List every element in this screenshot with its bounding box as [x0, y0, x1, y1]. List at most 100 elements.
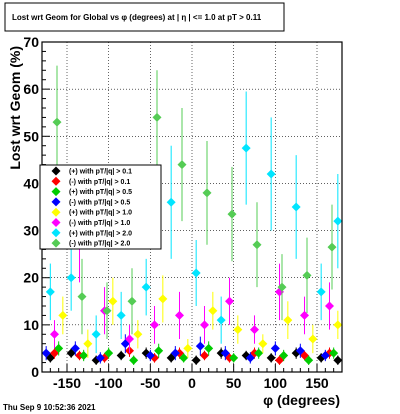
data-point — [220, 348, 230, 358]
timestamp-label: Thu Sep 9 10:52:36 2021 — [3, 403, 96, 412]
data-point — [77, 292, 87, 302]
data-point — [200, 320, 209, 330]
data-point — [102, 306, 112, 316]
data-point — [116, 310, 126, 320]
data-point — [241, 143, 251, 153]
data-point — [270, 343, 280, 353]
x-tick-label: -50 — [140, 375, 160, 391]
data-point — [327, 242, 337, 252]
legend-marker — [51, 187, 61, 197]
data-point — [183, 343, 193, 353]
data-point — [216, 315, 226, 325]
series-6 — [45, 91, 343, 354]
data-point — [125, 334, 134, 344]
data-point — [266, 353, 276, 363]
legend-label: (-) with pT/|q| > 0.5 — [69, 199, 130, 206]
x-tick-label: -100 — [95, 375, 123, 391]
data-point — [225, 296, 234, 306]
legend-label: (-) with pT/|q| > 1.0 — [69, 220, 130, 227]
legend-label: (+) with pT/|q| > 0.5 — [69, 189, 132, 196]
y-axis-title: Lost wrt Geom (%) — [7, 46, 23, 170]
data-point — [291, 202, 301, 212]
data-point — [166, 197, 176, 207]
data-point — [266, 169, 276, 179]
legend-label: (-) with pT/|q| > 2.0 — [69, 241, 130, 248]
legend-label: (+) with pT/|q| > 0.1 — [69, 169, 132, 176]
data-point — [320, 351, 330, 360]
data-point — [204, 343, 214, 353]
data-point — [295, 346, 305, 356]
data-point — [200, 351, 209, 360]
data-point — [129, 355, 139, 365]
data-point — [333, 320, 343, 330]
data-point — [316, 287, 326, 297]
series-2 — [54, 341, 339, 365]
legend-marker — [51, 207, 61, 217]
data-point — [145, 351, 155, 360]
data-point — [154, 346, 164, 356]
data-point — [333, 355, 343, 365]
data-point — [91, 329, 101, 339]
y-tick-label: 10 — [23, 317, 39, 333]
data-point — [250, 325, 259, 335]
data-point — [95, 353, 105, 363]
y-tick-label: 20 — [23, 270, 39, 286]
data-point — [66, 273, 76, 283]
legend-label: (+) with pT/|q| > 2.0 — [69, 230, 132, 237]
y-tick-label: 60 — [23, 81, 39, 97]
data-point — [258, 339, 268, 349]
data-point — [52, 117, 62, 127]
y-tick-label: 40 — [23, 175, 39, 191]
data-point — [329, 348, 339, 358]
chart-title: Lost wrt Geom for Global vs φ (degrees) … — [12, 13, 262, 22]
series-7 — [52, 65, 337, 339]
data-point — [191, 355, 201, 365]
data-point — [50, 329, 59, 339]
data-point — [83, 339, 93, 349]
data-point — [175, 310, 184, 320]
x-axis-title: φ (degrees) — [263, 392, 340, 408]
data-point — [304, 355, 314, 365]
series-3 — [41, 334, 330, 364]
data-point — [158, 294, 168, 304]
data-point — [252, 240, 262, 250]
data-point — [108, 296, 118, 306]
y-tick-label: 30 — [23, 223, 39, 239]
data-point — [70, 343, 80, 353]
data-point — [302, 270, 312, 280]
data-point — [177, 160, 187, 170]
data-point — [277, 282, 287, 292]
legend-marker — [51, 176, 61, 186]
series-4 — [58, 275, 343, 358]
data-point — [283, 315, 293, 325]
data-point — [133, 329, 143, 339]
title-box — [4, 2, 285, 32]
data-point — [54, 343, 64, 353]
legend-marker — [51, 228, 61, 238]
y-tick-label: 50 — [23, 128, 39, 144]
legend-label: (-) with pT/|q| > 0.1 — [69, 179, 130, 186]
data-point — [45, 287, 55, 297]
data-point — [104, 348, 114, 358]
data-point — [150, 320, 159, 330]
data-point — [233, 325, 243, 335]
data-point — [152, 112, 162, 122]
data-point — [127, 296, 137, 306]
data-point — [227, 209, 237, 219]
data-point — [116, 351, 126, 360]
y-tick-label: 70 — [23, 34, 39, 50]
data-point — [308, 334, 318, 344]
grid-lines — [42, 42, 342, 372]
legend-marker — [51, 238, 61, 248]
data-point — [325, 301, 334, 311]
data-point — [195, 341, 205, 351]
legend-marker — [51, 197, 61, 207]
x-tick-label: 50 — [226, 375, 242, 391]
data-point — [208, 306, 218, 316]
data-point — [254, 348, 264, 358]
legend-box — [39, 164, 162, 250]
data-point — [245, 353, 255, 363]
data-point — [333, 216, 343, 226]
legend: (+) with pT/|q| > 0.1 (-) with pT/|q| > 0… — [39, 164, 162, 250]
